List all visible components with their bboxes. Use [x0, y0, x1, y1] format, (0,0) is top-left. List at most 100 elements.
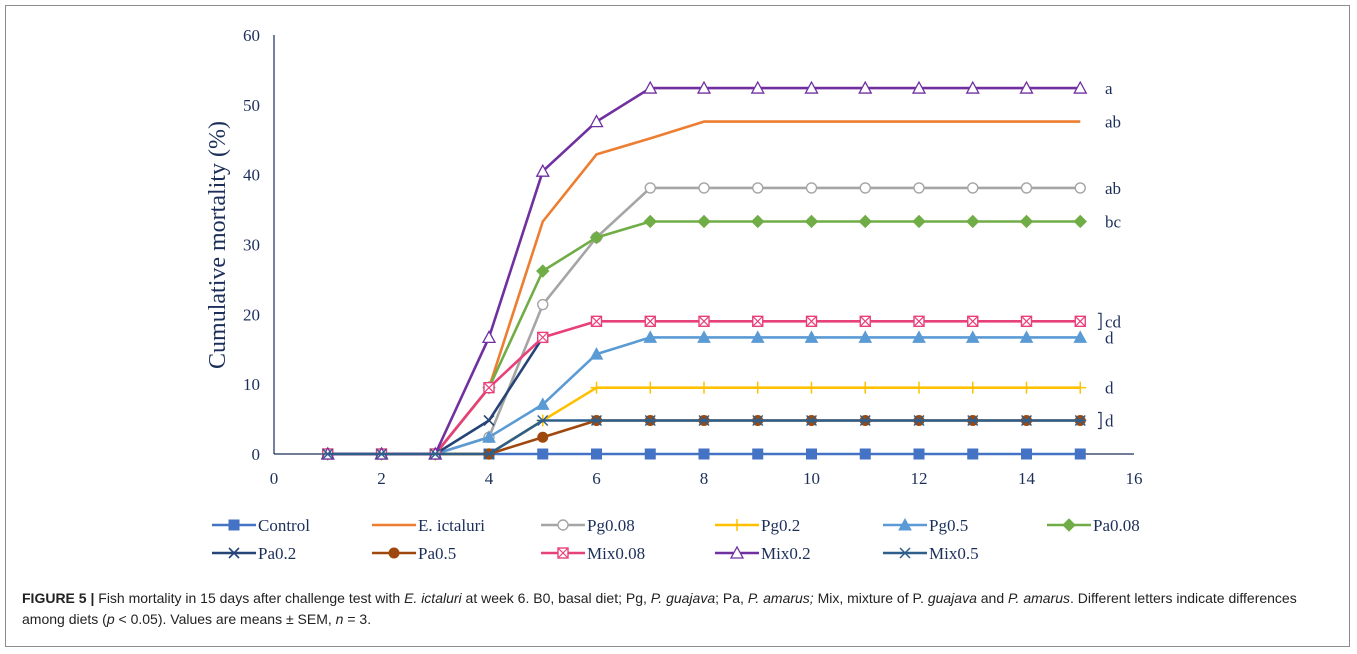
series-e-ictaluri: [327, 120, 1081, 456]
legend-item: Mix0.08: [541, 544, 645, 563]
data-point-stroke: [483, 414, 495, 427]
data-point: [1019, 80, 1034, 94]
data-point: [590, 414, 603, 427]
data-point: [750, 330, 765, 343]
y-tick-label: 10: [243, 375, 260, 394]
data-point: [858, 214, 872, 229]
data-point: [750, 80, 765, 94]
data-point: [859, 182, 871, 194]
data-point: [536, 414, 549, 427]
caption-pg-epithet: guajava: [927, 590, 977, 606]
data-point: [481, 330, 497, 344]
legend-label: E. ictaluri: [418, 516, 485, 535]
series-pg0-5: [320, 330, 1088, 460]
data-point-stroke: [752, 315, 764, 327]
x-tick-label: 14: [1018, 469, 1036, 488]
caption-pa-species-2: P. amarus: [1008, 590, 1070, 606]
data-point: [805, 414, 818, 427]
data-point-stroke: [557, 547, 569, 559]
data-point: [557, 547, 569, 559]
data-point: [321, 448, 334, 460]
data-point: [590, 381, 603, 394]
x-tick-label: 10: [803, 469, 820, 488]
data-point: [644, 315, 656, 328]
data-point: [1020, 182, 1033, 194]
data-point: [1074, 315, 1086, 328]
data-point: [537, 448, 549, 460]
series-mix0-5: [321, 414, 1087, 460]
data-point: [912, 330, 926, 343]
data-point: [1021, 448, 1032, 460]
legend-label: Pa0.08: [1093, 516, 1140, 535]
data-point: [228, 547, 240, 559]
data-point: [483, 381, 495, 394]
data-point-stroke: [967, 315, 979, 327]
caption-text-1: Fish mortality in 15 days after challeng…: [94, 590, 405, 606]
data-point-stroke: [537, 331, 549, 343]
legend-item: Pg0.5: [883, 516, 968, 535]
data-point-stroke: [913, 315, 925, 327]
data-point: [804, 214, 819, 229]
x-tick-label: 12: [911, 469, 928, 488]
x-tick-label: 0: [270, 469, 279, 488]
data-point: [859, 414, 872, 427]
legend-label: Mix0.2: [761, 544, 811, 563]
data-point: [388, 547, 400, 559]
data-point: [698, 448, 710, 460]
data-point: [1074, 182, 1086, 194]
series-pa0-2: [322, 331, 549, 460]
data-point-stroke: [644, 315, 656, 327]
data-point: [913, 414, 925, 427]
data-point: [731, 519, 743, 531]
y-tick-label: 50: [243, 96, 260, 115]
caption-pathogen: E. ictaluri: [404, 590, 462, 606]
data-point: [1073, 330, 1088, 343]
annotation-bracket: [1098, 411, 1102, 430]
data-point: [1073, 80, 1088, 94]
data-point-stroke: [228, 547, 240, 559]
series-line: [327, 120, 1081, 456]
chart-legend: Control E. ictaluri Pg0.08 Pg0.2 Pg0.5 Pa0.08…: [212, 516, 1140, 563]
x-tick-label: 2: [377, 469, 386, 488]
data-point: [859, 381, 872, 394]
data-point: [859, 315, 871, 328]
data-point: [643, 80, 658, 94]
legend-item: Pg0.2: [715, 516, 800, 535]
data-point-stroke: [806, 315, 817, 327]
x-tick-label: 4: [485, 469, 494, 488]
data-point: [483, 414, 495, 427]
data-point: [698, 315, 710, 328]
data-point: [911, 80, 927, 94]
data-point-stroke: [1074, 315, 1086, 327]
data-point-stroke: [698, 315, 710, 327]
data-point: [228, 519, 240, 531]
legend-item: E. ictaluri: [372, 516, 485, 535]
data-point: [590, 315, 603, 328]
significance-letter: d: [1105, 379, 1114, 398]
y-axis-label: Cumulative mortality (%): [205, 121, 231, 369]
data-point: [967, 315, 979, 328]
y-tick-label: 30: [243, 236, 260, 255]
data-point: [644, 381, 657, 394]
data-point: [697, 330, 711, 343]
caption-text-5: and: [976, 590, 1008, 606]
data-point: [1062, 518, 1076, 532]
significance-letter: d: [1105, 411, 1114, 430]
caption-text-2: at week 6. B0, basal diet; Pg,: [461, 590, 651, 606]
significance-letter: d: [1105, 328, 1114, 347]
data-point: [1074, 448, 1086, 460]
data-point: [898, 517, 912, 531]
legend-label: Mix0.5: [929, 544, 979, 563]
annotation-bracket: [1098, 312, 1102, 330]
y-tick-label: 40: [243, 166, 260, 185]
x-tick-label: 8: [700, 469, 709, 488]
figure-frame: [5, 5, 1350, 647]
data-point: [752, 182, 764, 194]
data-point: [751, 214, 765, 229]
legend-label: Pa0.2: [258, 544, 296, 563]
data-point: [913, 315, 925, 328]
legend-item: Pa0.2: [212, 544, 296, 563]
data-point: [536, 264, 550, 278]
data-point: [535, 397, 550, 410]
